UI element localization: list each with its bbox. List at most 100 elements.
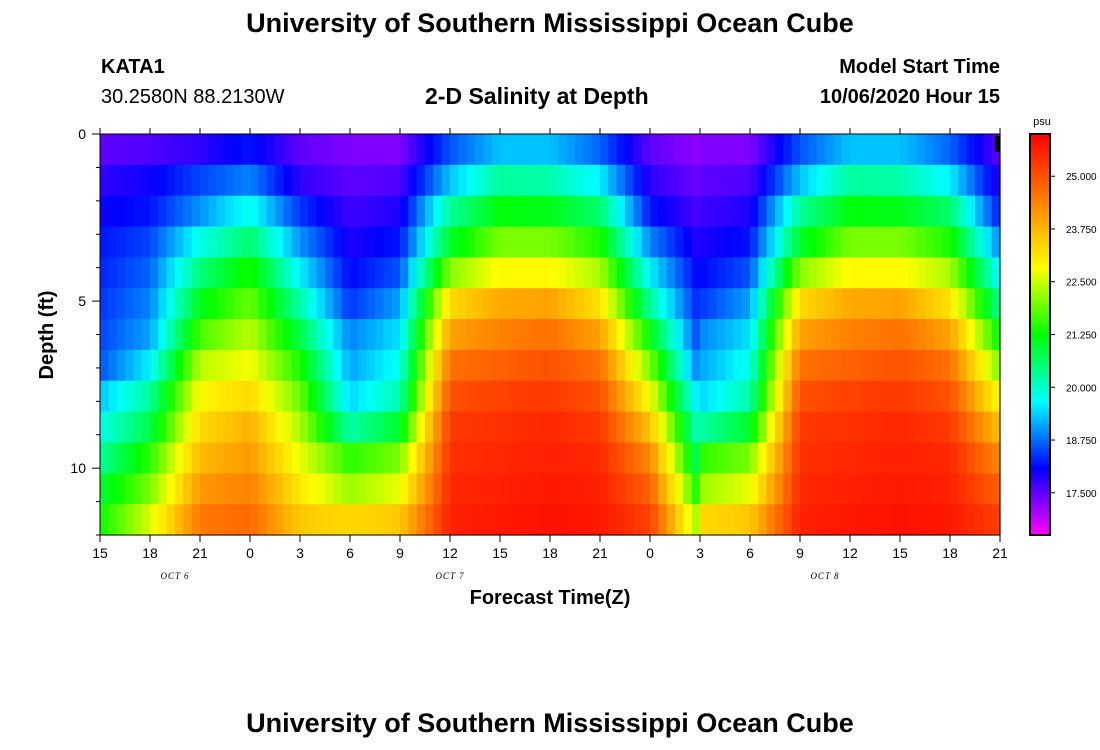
heatmap-cell xyxy=(975,380,984,413)
heatmap-cell xyxy=(700,134,709,166)
heatmap-cell xyxy=(333,504,343,536)
heatmap-cell xyxy=(800,319,809,351)
heatmap-cell xyxy=(816,164,826,197)
heatmap-cell xyxy=(383,257,393,289)
heatmap-cell xyxy=(575,349,584,382)
heatmap-cell xyxy=(108,288,118,320)
heatmap-cell xyxy=(200,504,209,536)
heatmap-cell xyxy=(958,134,968,166)
heatmap-cell xyxy=(575,288,584,320)
heatmap-cell xyxy=(191,226,201,258)
heatmap-cell xyxy=(325,349,334,382)
heatmap-cell xyxy=(900,288,909,320)
heatmap-cell xyxy=(725,442,734,474)
heatmap-cell xyxy=(783,442,793,474)
heatmap-cell xyxy=(191,288,201,320)
heatmap-cell xyxy=(983,195,993,228)
heatmap-cell xyxy=(841,195,851,228)
heatmap-cell xyxy=(958,411,968,444)
heatmap-cell xyxy=(658,319,668,351)
heatmap-cell xyxy=(250,226,259,258)
heatmap-cell xyxy=(733,164,743,197)
heatmap-cell xyxy=(391,442,401,474)
heatmap-cell xyxy=(875,257,884,289)
heatmap-cell xyxy=(625,473,634,505)
heatmap-cell xyxy=(166,226,176,258)
heatmap-cell xyxy=(966,504,976,536)
heatmap-cell xyxy=(108,473,118,505)
heatmap-cell xyxy=(558,164,568,197)
heatmap-cell xyxy=(825,411,834,444)
heatmap-cell xyxy=(350,411,359,444)
heatmap-cell xyxy=(175,134,184,166)
heatmap-cell xyxy=(641,380,651,413)
heatmap-cell xyxy=(883,442,893,474)
heatmap-cell xyxy=(983,319,993,351)
heatmap-cell xyxy=(491,442,501,474)
heatmap-cell xyxy=(550,319,559,351)
heatmap-cell xyxy=(125,257,134,289)
heatmap-cell xyxy=(866,257,876,289)
heatmap-cell xyxy=(483,411,493,444)
heatmap-cell xyxy=(116,473,126,505)
heatmap-cell xyxy=(458,411,468,444)
heatmap-cell xyxy=(466,319,476,351)
heatmap-cell xyxy=(725,226,734,258)
heatmap-cell xyxy=(525,164,534,197)
heatmap-cell xyxy=(858,226,868,258)
heatmap-cell xyxy=(858,195,868,228)
heatmap-cell xyxy=(991,504,1001,536)
heatmap-cell xyxy=(475,473,484,505)
heatmap-cell xyxy=(291,164,301,197)
heatmap-cell xyxy=(533,349,543,382)
heatmap-cell xyxy=(158,288,168,320)
heatmap-cell xyxy=(208,349,218,382)
heatmap-cell xyxy=(283,134,293,166)
heatmap-cell xyxy=(466,380,476,413)
heatmap-cell xyxy=(850,226,859,258)
heatmap-cell xyxy=(466,442,476,474)
heatmap-cell xyxy=(566,380,576,413)
heatmap-cell xyxy=(700,288,709,320)
heatmap-cell xyxy=(675,380,684,413)
heatmap-cell xyxy=(250,411,259,444)
heatmap-cell xyxy=(991,380,1001,413)
heatmap-cell xyxy=(458,226,468,258)
heatmap-cell xyxy=(908,134,918,166)
heatmap-cell xyxy=(966,164,976,197)
heatmap-cell xyxy=(575,319,584,351)
heatmap-cell xyxy=(225,504,234,536)
heatmap-cell xyxy=(516,411,526,444)
heatmap-cell xyxy=(808,411,818,444)
heatmap-cell xyxy=(975,226,984,258)
heatmap-cell xyxy=(458,134,468,166)
heatmap-cell xyxy=(266,504,276,536)
heatmap-cell xyxy=(291,380,301,413)
heatmap-cell xyxy=(225,473,234,505)
heatmap-cell xyxy=(775,349,784,382)
heatmap-cell xyxy=(633,134,643,166)
heatmap-cell xyxy=(616,134,626,166)
heatmap-cell xyxy=(583,349,593,382)
heatmap-cell xyxy=(283,288,293,320)
heatmap-cell xyxy=(350,349,359,382)
heatmap-cell xyxy=(500,164,509,197)
heatmap-cell xyxy=(191,411,201,444)
heatmap-cell xyxy=(725,195,734,228)
colorbar-tick-label: 23.750 xyxy=(1066,225,1097,236)
heatmap-cell xyxy=(341,226,351,258)
heatmap-cell xyxy=(825,380,834,413)
heatmap-cell xyxy=(641,349,651,382)
heatmap-cell xyxy=(758,195,768,228)
heatmap-cell xyxy=(833,164,843,197)
heatmap-cell xyxy=(350,164,359,197)
heatmap-cell xyxy=(691,319,701,351)
heatmap-cell xyxy=(908,504,918,536)
heatmap-cell xyxy=(533,504,543,536)
heatmap-cell xyxy=(916,134,926,166)
heatmap-cell xyxy=(591,473,601,505)
heatmap-cell xyxy=(541,442,551,474)
heatmap-cell xyxy=(808,380,818,413)
heatmap-cell xyxy=(133,473,143,505)
heatmap-cell xyxy=(616,411,626,444)
